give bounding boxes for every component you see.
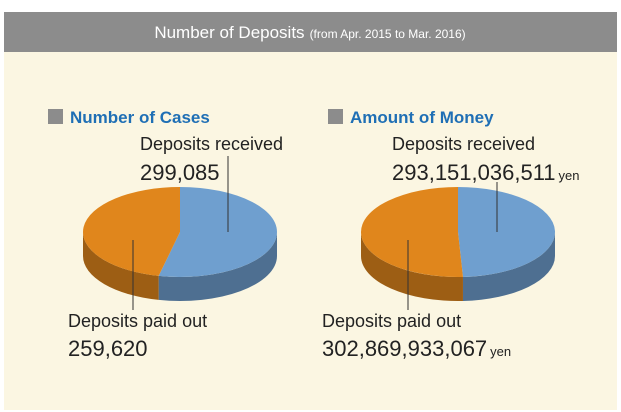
value-unit: yen [559, 168, 580, 183]
title-square [48, 109, 63, 124]
header-subtitle: (from Apr. 2015 to Mar. 2016) [310, 27, 466, 41]
pie-slice [158, 187, 277, 277]
pie-side [462, 232, 555, 301]
value-number: 259,620 [68, 336, 148, 361]
value-number: 302,869,933,067 [322, 336, 487, 361]
value-unit: yen [490, 344, 511, 359]
pie-title: Number of Cases [70, 108, 210, 127]
value-label: 259,620 [68, 336, 148, 361]
header-title: Number of Deposits (from Apr. 2015 to Mar… [154, 23, 465, 42]
title-square [328, 109, 343, 124]
category-label: Deposits received [392, 134, 535, 154]
category-label: Deposits received [140, 134, 283, 154]
pie-slice [458, 187, 556, 277]
value-number: 299,085 [140, 160, 220, 185]
pie-side [360, 232, 463, 302]
category-label: Deposits paid out [322, 311, 461, 331]
pie-title: Amount of Money [350, 108, 494, 127]
pie-slice [361, 187, 463, 277]
category-label: Deposits paid out [68, 311, 207, 331]
value-label: 293,151,036,511 yen [392, 160, 580, 185]
pie-slice [82, 187, 180, 276]
value-label: 299,085 [140, 160, 220, 185]
pie-side [158, 232, 277, 302]
header-bar [4, 12, 617, 52]
value-number: 293,151,036,511 [392, 160, 556, 185]
pie-side [83, 232, 159, 300]
header-title-main: Number of Deposits [154, 23, 304, 42]
value-label: 302,869,933,067 yen [322, 336, 511, 361]
